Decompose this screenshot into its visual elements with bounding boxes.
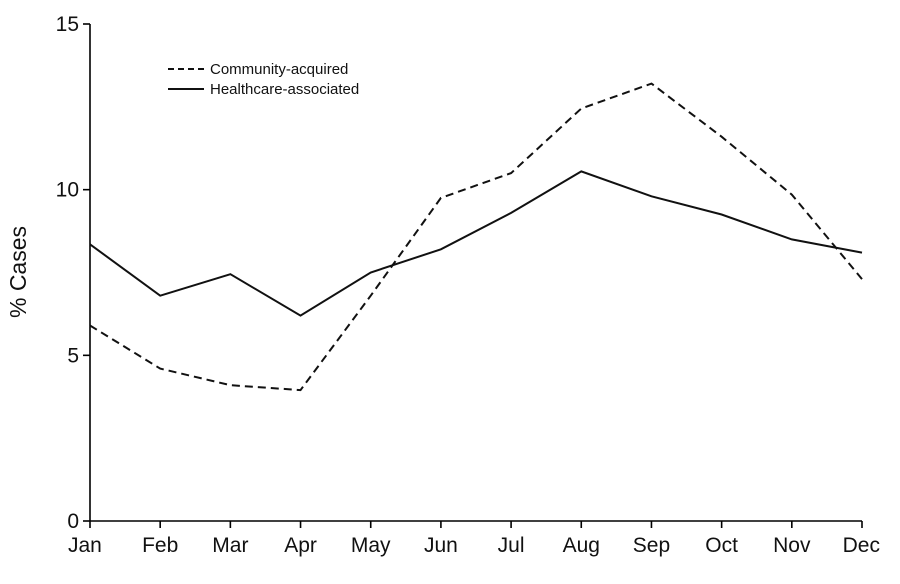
x-tick-label: Apr — [284, 534, 317, 557]
x-tick-label: Aug — [563, 534, 600, 557]
y-ticks: 0 5 10 15 — [56, 13, 90, 533]
y-tick-label: 0 — [67, 510, 79, 533]
legend: Community-acquired Healthcare-associated — [168, 61, 359, 98]
y-axis-title: % Cases — [5, 226, 31, 318]
x-tick-label: May — [351, 534, 391, 557]
x-ticks: Jan Feb Mar Apr May Jun Jul Aug Sep Oct Nov Dec — [68, 521, 880, 557]
y-tick-label: 5 — [67, 344, 79, 367]
x-tick-label: Sep — [633, 534, 670, 557]
series-line-community-acquired — [89, 82, 863, 392]
y-tick-label: 15 — [56, 13, 79, 36]
x-tick-label: Nov — [773, 534, 811, 557]
x-tick-label: Feb — [142, 534, 178, 557]
x-tick-label: Jun — [424, 534, 458, 557]
legend-label: Healthcare-associated — [210, 81, 359, 98]
x-tick-label: Jan — [68, 534, 102, 557]
axes — [89, 24, 862, 522]
x-tick-label: Jul — [498, 534, 525, 557]
x-tick-label: Dec — [843, 534, 880, 557]
x-tick-label: Mar — [212, 534, 248, 557]
series-line-healthcare-associated — [89, 170, 863, 317]
y-tick-label: 10 — [56, 179, 79, 202]
legend-label: Community-acquired — [210, 61, 348, 78]
series-lines — [89, 82, 863, 392]
x-tick-label: Oct — [705, 534, 738, 557]
